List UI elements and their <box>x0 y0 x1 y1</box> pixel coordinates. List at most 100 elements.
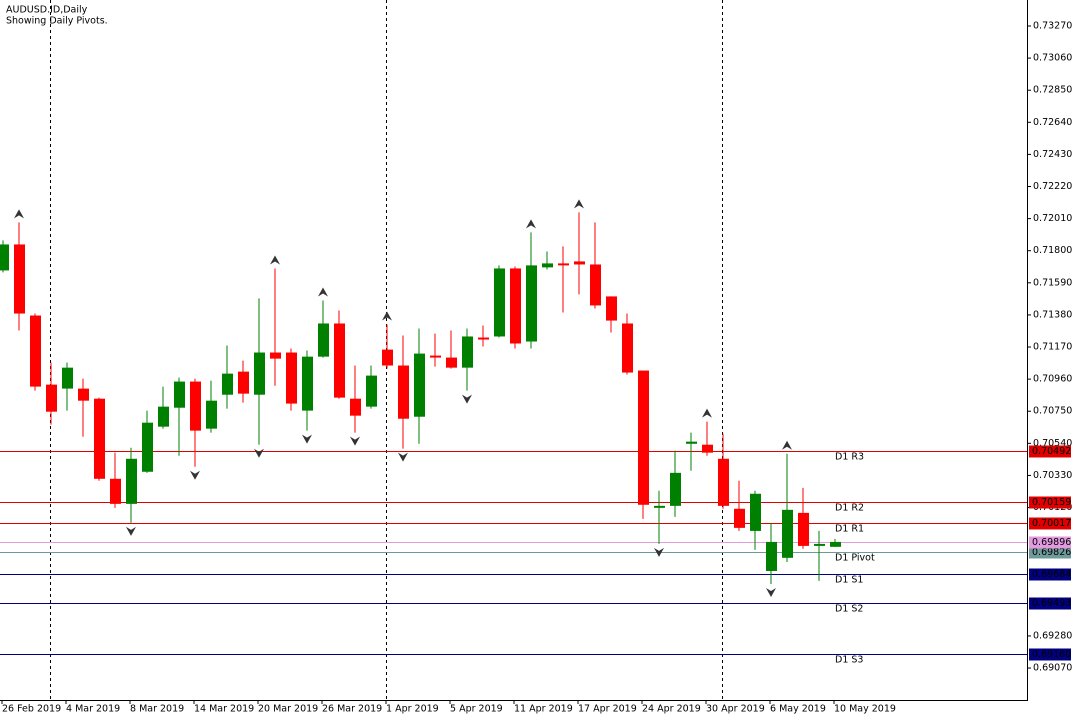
price-label: 0.69160 <box>1032 649 1071 660</box>
candle-body <box>238 371 249 394</box>
fractal-down <box>654 547 664 557</box>
candle-body <box>430 355 441 358</box>
x-tick-label: 17 Apr 2019 <box>578 704 637 715</box>
y-tick-label: 0.71590 <box>1033 277 1072 288</box>
candle-body <box>590 264 601 306</box>
price-label-box <box>1029 597 1071 610</box>
price-label-box <box>1029 445 1071 458</box>
candle-body <box>766 541 777 571</box>
price-label: 0.70159 <box>1032 497 1071 508</box>
x-tick-label: 26 Mar 2019 <box>322 704 382 715</box>
x-tick-label: 4 Mar 2019 <box>66 704 120 715</box>
pivot-name: D1 S1 <box>835 575 863 586</box>
candle-body <box>446 357 457 368</box>
fractal-down <box>462 394 472 404</box>
fractal-up <box>270 255 280 265</box>
candle-body <box>206 400 217 429</box>
candle-body <box>638 370 649 505</box>
fractal-up <box>526 219 536 229</box>
x-tick-label: 26 Feb 2019 <box>2 704 61 715</box>
y-tick-label: 0.71380 <box>1033 309 1072 320</box>
candle-body <box>558 263 569 266</box>
candle-body <box>14 244 25 314</box>
pivot-name: D1 R3 <box>835 452 864 463</box>
candle-body <box>414 353 425 417</box>
pivot-name: D1 S3 <box>835 655 863 666</box>
fractal-down <box>126 526 136 536</box>
pivot-name: D1 R2 <box>835 503 864 514</box>
candle-body <box>190 381 201 431</box>
y-tick-label: 0.70960 <box>1033 374 1072 385</box>
y-tick-label: 0.70750 <box>1033 406 1072 417</box>
candle-body <box>366 375 377 407</box>
candle-body <box>222 373 233 395</box>
candle-body <box>254 352 265 395</box>
candle-body <box>158 406 169 427</box>
fractal-up <box>782 440 792 450</box>
x-tick-label: 5 Apr 2019 <box>450 704 503 715</box>
candle-body <box>110 478 121 504</box>
candle-body <box>62 367 73 389</box>
candle-body <box>46 384 57 412</box>
y-tick-label: 0.72430 <box>1033 149 1072 160</box>
fractal-up <box>574 199 584 209</box>
price-label: 0.69896 <box>1032 537 1071 548</box>
y-tick-label: 0.69070 <box>1033 663 1072 674</box>
candle-body <box>382 349 393 366</box>
fractal-down <box>302 434 312 444</box>
y-tick-label: 0.70540 <box>1033 438 1072 449</box>
candle-body <box>318 323 329 357</box>
y-tick-label: 0.73060 <box>1033 53 1072 64</box>
candle-body <box>654 505 665 508</box>
x-tick-label: 1 Apr 2019 <box>386 704 439 715</box>
candle-body <box>574 261 585 265</box>
candle-body <box>334 323 345 398</box>
candle-body <box>30 315 41 387</box>
y-tick-label: 0.72850 <box>1033 85 1072 96</box>
x-tick-label: 11 Apr 2019 <box>514 704 573 715</box>
candle-body <box>702 444 713 453</box>
x-tick-label: 24 Apr 2019 <box>642 704 701 715</box>
fractal-up <box>702 408 712 418</box>
candle-body <box>782 509 793 558</box>
candle-body <box>510 268 521 344</box>
x-tick-label: 8 Mar 2019 <box>130 704 184 715</box>
y-tick-label: 0.71800 <box>1033 245 1072 256</box>
candle-body <box>542 263 553 268</box>
chart-title: AUDUSD.ID,Daily <box>6 5 88 16</box>
price-label: 0.69684 <box>1032 569 1071 580</box>
price-label-box <box>1029 536 1071 549</box>
candle-body <box>126 458 137 504</box>
price-label: 0.69493 <box>1032 598 1071 609</box>
price-label: 0.69826 <box>1032 547 1071 558</box>
y-tick-label: 0.69280 <box>1033 630 1072 641</box>
price-label-box <box>1029 648 1071 661</box>
y-tick-label: 0.71170 <box>1033 342 1072 353</box>
candle-body <box>734 508 745 528</box>
x-tick-label: 14 Mar 2019 <box>194 704 254 715</box>
candle-body <box>670 472 681 506</box>
price-label-box <box>1029 546 1071 559</box>
candle-body <box>398 365 409 419</box>
candle-body <box>350 398 361 416</box>
x-tick-label: 10 May 2019 <box>834 704 896 715</box>
candle-body <box>462 336 473 368</box>
candle-body <box>526 265 537 342</box>
candle-body <box>302 356 313 411</box>
candle-body <box>78 388 89 401</box>
candle-body <box>622 323 633 373</box>
candle-body <box>174 381 185 408</box>
chart-subtitle: Showing Daily Pivots. <box>6 16 108 27</box>
candle-body <box>94 398 105 479</box>
y-tick-label: 0.72220 <box>1033 181 1072 192</box>
y-tick-label: 0.72010 <box>1033 213 1072 224</box>
price-label-box <box>1029 568 1071 581</box>
price-label-box <box>1029 496 1071 509</box>
candle-body <box>798 512 809 546</box>
fractal-up <box>318 287 328 297</box>
y-tick-label: 0.70330 <box>1033 470 1072 481</box>
fractal-down <box>766 587 776 597</box>
price-label: 0.70492 <box>1032 446 1071 457</box>
